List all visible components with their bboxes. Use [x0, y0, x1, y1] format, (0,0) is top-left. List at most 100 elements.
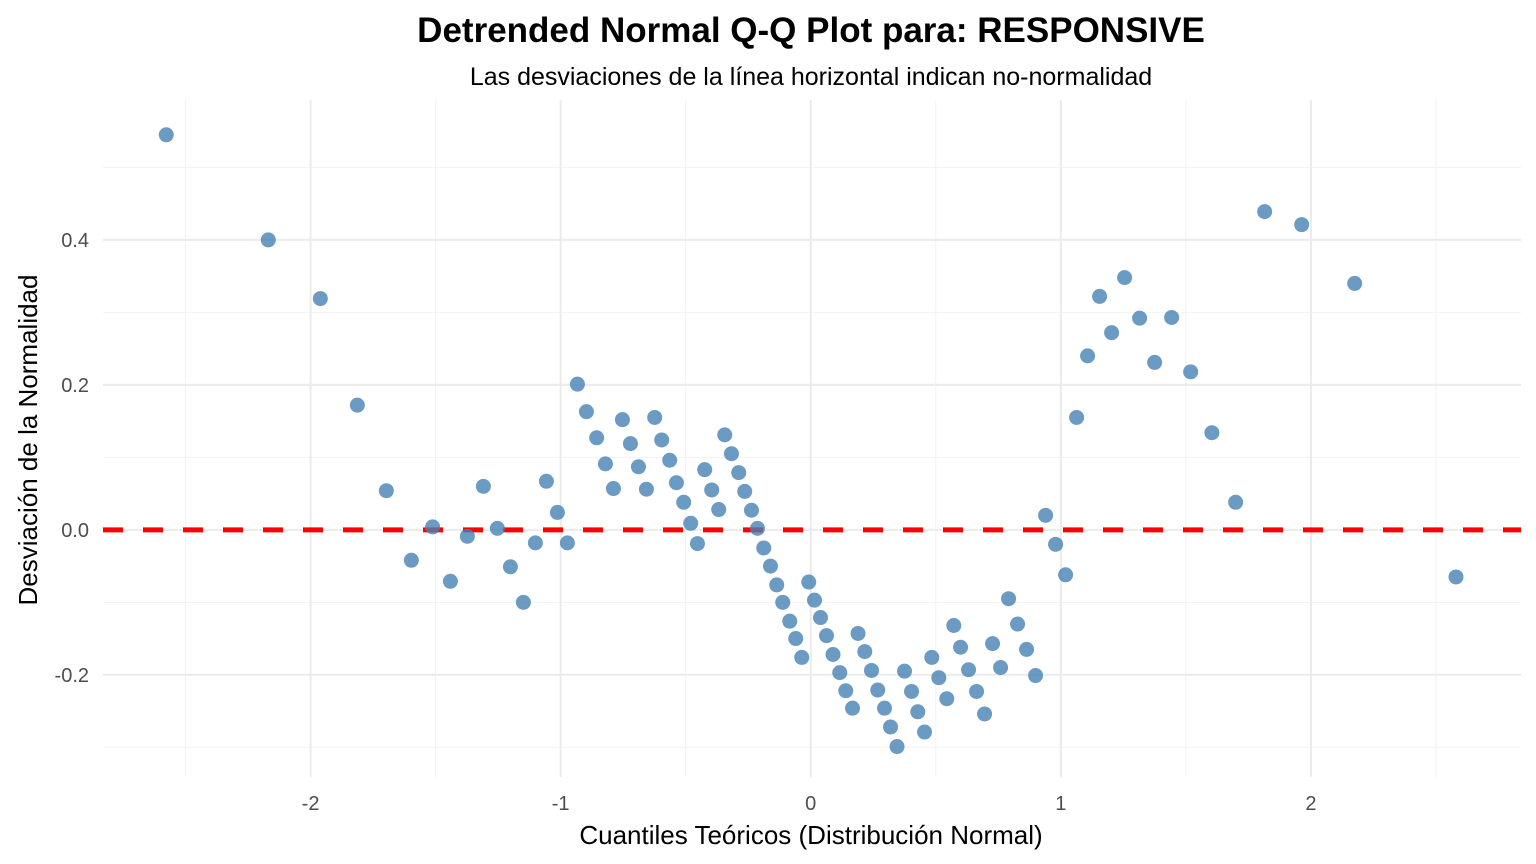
data-point: [697, 462, 713, 478]
data-point: [502, 559, 518, 575]
data-point: [1132, 310, 1148, 326]
chart-subtitle: Las desviaciones de la línea horizontal …: [470, 63, 1152, 91]
data-point: [969, 683, 985, 699]
data-point: [1092, 288, 1108, 304]
data-point: [349, 397, 365, 413]
data-point: [889, 739, 905, 755]
data-point: [1048, 536, 1064, 552]
data-point: [1010, 616, 1026, 632]
data-point: [489, 520, 505, 536]
data-point: [1228, 494, 1244, 510]
data-point: [683, 515, 699, 531]
data-point: [897, 663, 913, 679]
data-point: [788, 631, 804, 647]
data-point: [825, 647, 841, 663]
x-tick-label: -2: [302, 793, 320, 815]
data-point: [668, 475, 684, 491]
data-point: [832, 665, 848, 681]
data-point: [654, 432, 670, 448]
data-point: [769, 577, 785, 593]
data-point: [630, 459, 646, 475]
y-tick-label: 0.2: [61, 375, 89, 397]
data-point: [1204, 425, 1220, 441]
x-tick-label: 1: [1055, 793, 1066, 815]
data-point: [813, 610, 829, 626]
data-point: [977, 706, 993, 722]
data-points: [158, 127, 1464, 755]
data-point: [515, 594, 531, 610]
data-point: [614, 412, 630, 428]
data-point: [378, 483, 394, 499]
y-tick-label: 0.0: [61, 520, 89, 542]
data-point: [1058, 567, 1074, 583]
data-point: [260, 232, 276, 248]
data-point: [622, 436, 638, 452]
x-tick-label: -1: [552, 793, 570, 815]
data-point: [845, 700, 861, 716]
data-point: [782, 613, 798, 629]
data-point: [1448, 569, 1464, 585]
data-point: [775, 594, 791, 610]
y-tick-label: 0.4: [61, 230, 89, 252]
y-axis-ticks: -0.2 0.0 0.2 0.4: [55, 230, 89, 687]
data-point: [647, 409, 663, 425]
data-point: [1019, 641, 1035, 657]
data-point: [1147, 354, 1163, 370]
data-point: [676, 494, 692, 510]
data-point: [870, 682, 886, 698]
data-point: [1001, 591, 1017, 607]
data-point: [1257, 204, 1273, 220]
data-point: [605, 481, 621, 497]
data-point: [939, 691, 955, 707]
data-point: [578, 404, 594, 420]
data-point: [403, 552, 419, 568]
x-axis-title: Cuantiles Teóricos (Distribución Normal): [579, 820, 1042, 850]
data-point: [711, 502, 727, 518]
data-point: [904, 683, 920, 699]
data-point: [475, 478, 491, 494]
data-point: [1028, 668, 1044, 684]
data-point: [762, 558, 778, 574]
data-point: [425, 519, 441, 535]
data-point: [857, 644, 873, 660]
data-point: [807, 592, 823, 608]
data-point: [569, 376, 585, 392]
data-point: [838, 683, 854, 699]
data-point: [1069, 409, 1085, 425]
data-point: [850, 625, 866, 641]
data-point: [1038, 507, 1054, 523]
x-tick-label: 2: [1305, 793, 1316, 815]
data-point: [689, 536, 705, 552]
data-point: [597, 456, 613, 472]
data-point: [704, 482, 720, 498]
data-point: [749, 520, 765, 536]
minor-gridlines: [103, 100, 1521, 777]
data-point: [559, 535, 575, 551]
data-point: [917, 724, 933, 740]
data-point: [883, 719, 899, 735]
y-tick-label: -0.2: [55, 665, 89, 687]
chart-title: Detrended Normal Q-Q Plot para: RESPONSI…: [417, 11, 1205, 50]
data-point: [589, 430, 605, 446]
data-point: [459, 528, 475, 544]
data-point: [819, 628, 835, 644]
data-point: [946, 618, 962, 634]
data-point: [312, 291, 328, 307]
data-point: [985, 636, 1001, 652]
data-point: [731, 465, 747, 481]
data-point: [527, 535, 543, 551]
data-point: [1294, 217, 1310, 233]
data-point: [442, 573, 458, 589]
major-gridlines: [103, 100, 1521, 777]
data-point: [794, 649, 810, 665]
data-point: [877, 700, 893, 716]
data-point: [924, 649, 940, 665]
data-point: [538, 473, 554, 489]
data-point: [1183, 364, 1199, 380]
data-point: [723, 446, 739, 462]
data-point: [743, 502, 759, 518]
data-point: [1164, 309, 1180, 325]
data-point: [737, 483, 753, 499]
data-point: [801, 574, 817, 590]
